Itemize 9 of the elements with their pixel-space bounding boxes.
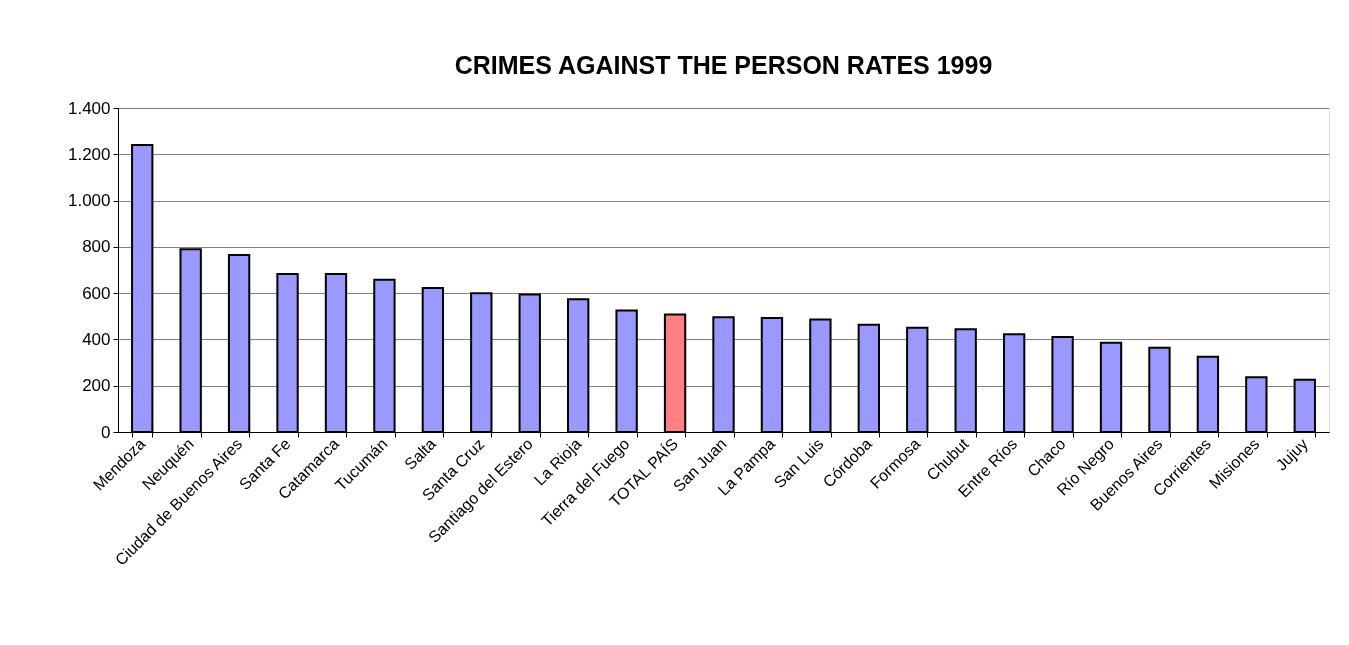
y-tick-label: 1.400 [67,98,111,118]
y-tick-label: 800 [82,237,111,257]
y-tick-label: 0 [101,422,111,442]
y-tick-label: 1.200 [67,144,111,164]
y-tick-label: 600 [82,283,111,303]
y-tick-label: 200 [82,376,111,396]
chart-title: CRIMES AGAINST THE PERSON RATES 1999 [454,51,993,79]
y-tick-label: 400 [82,329,111,349]
y-tick-label: 1.000 [67,191,111,211]
